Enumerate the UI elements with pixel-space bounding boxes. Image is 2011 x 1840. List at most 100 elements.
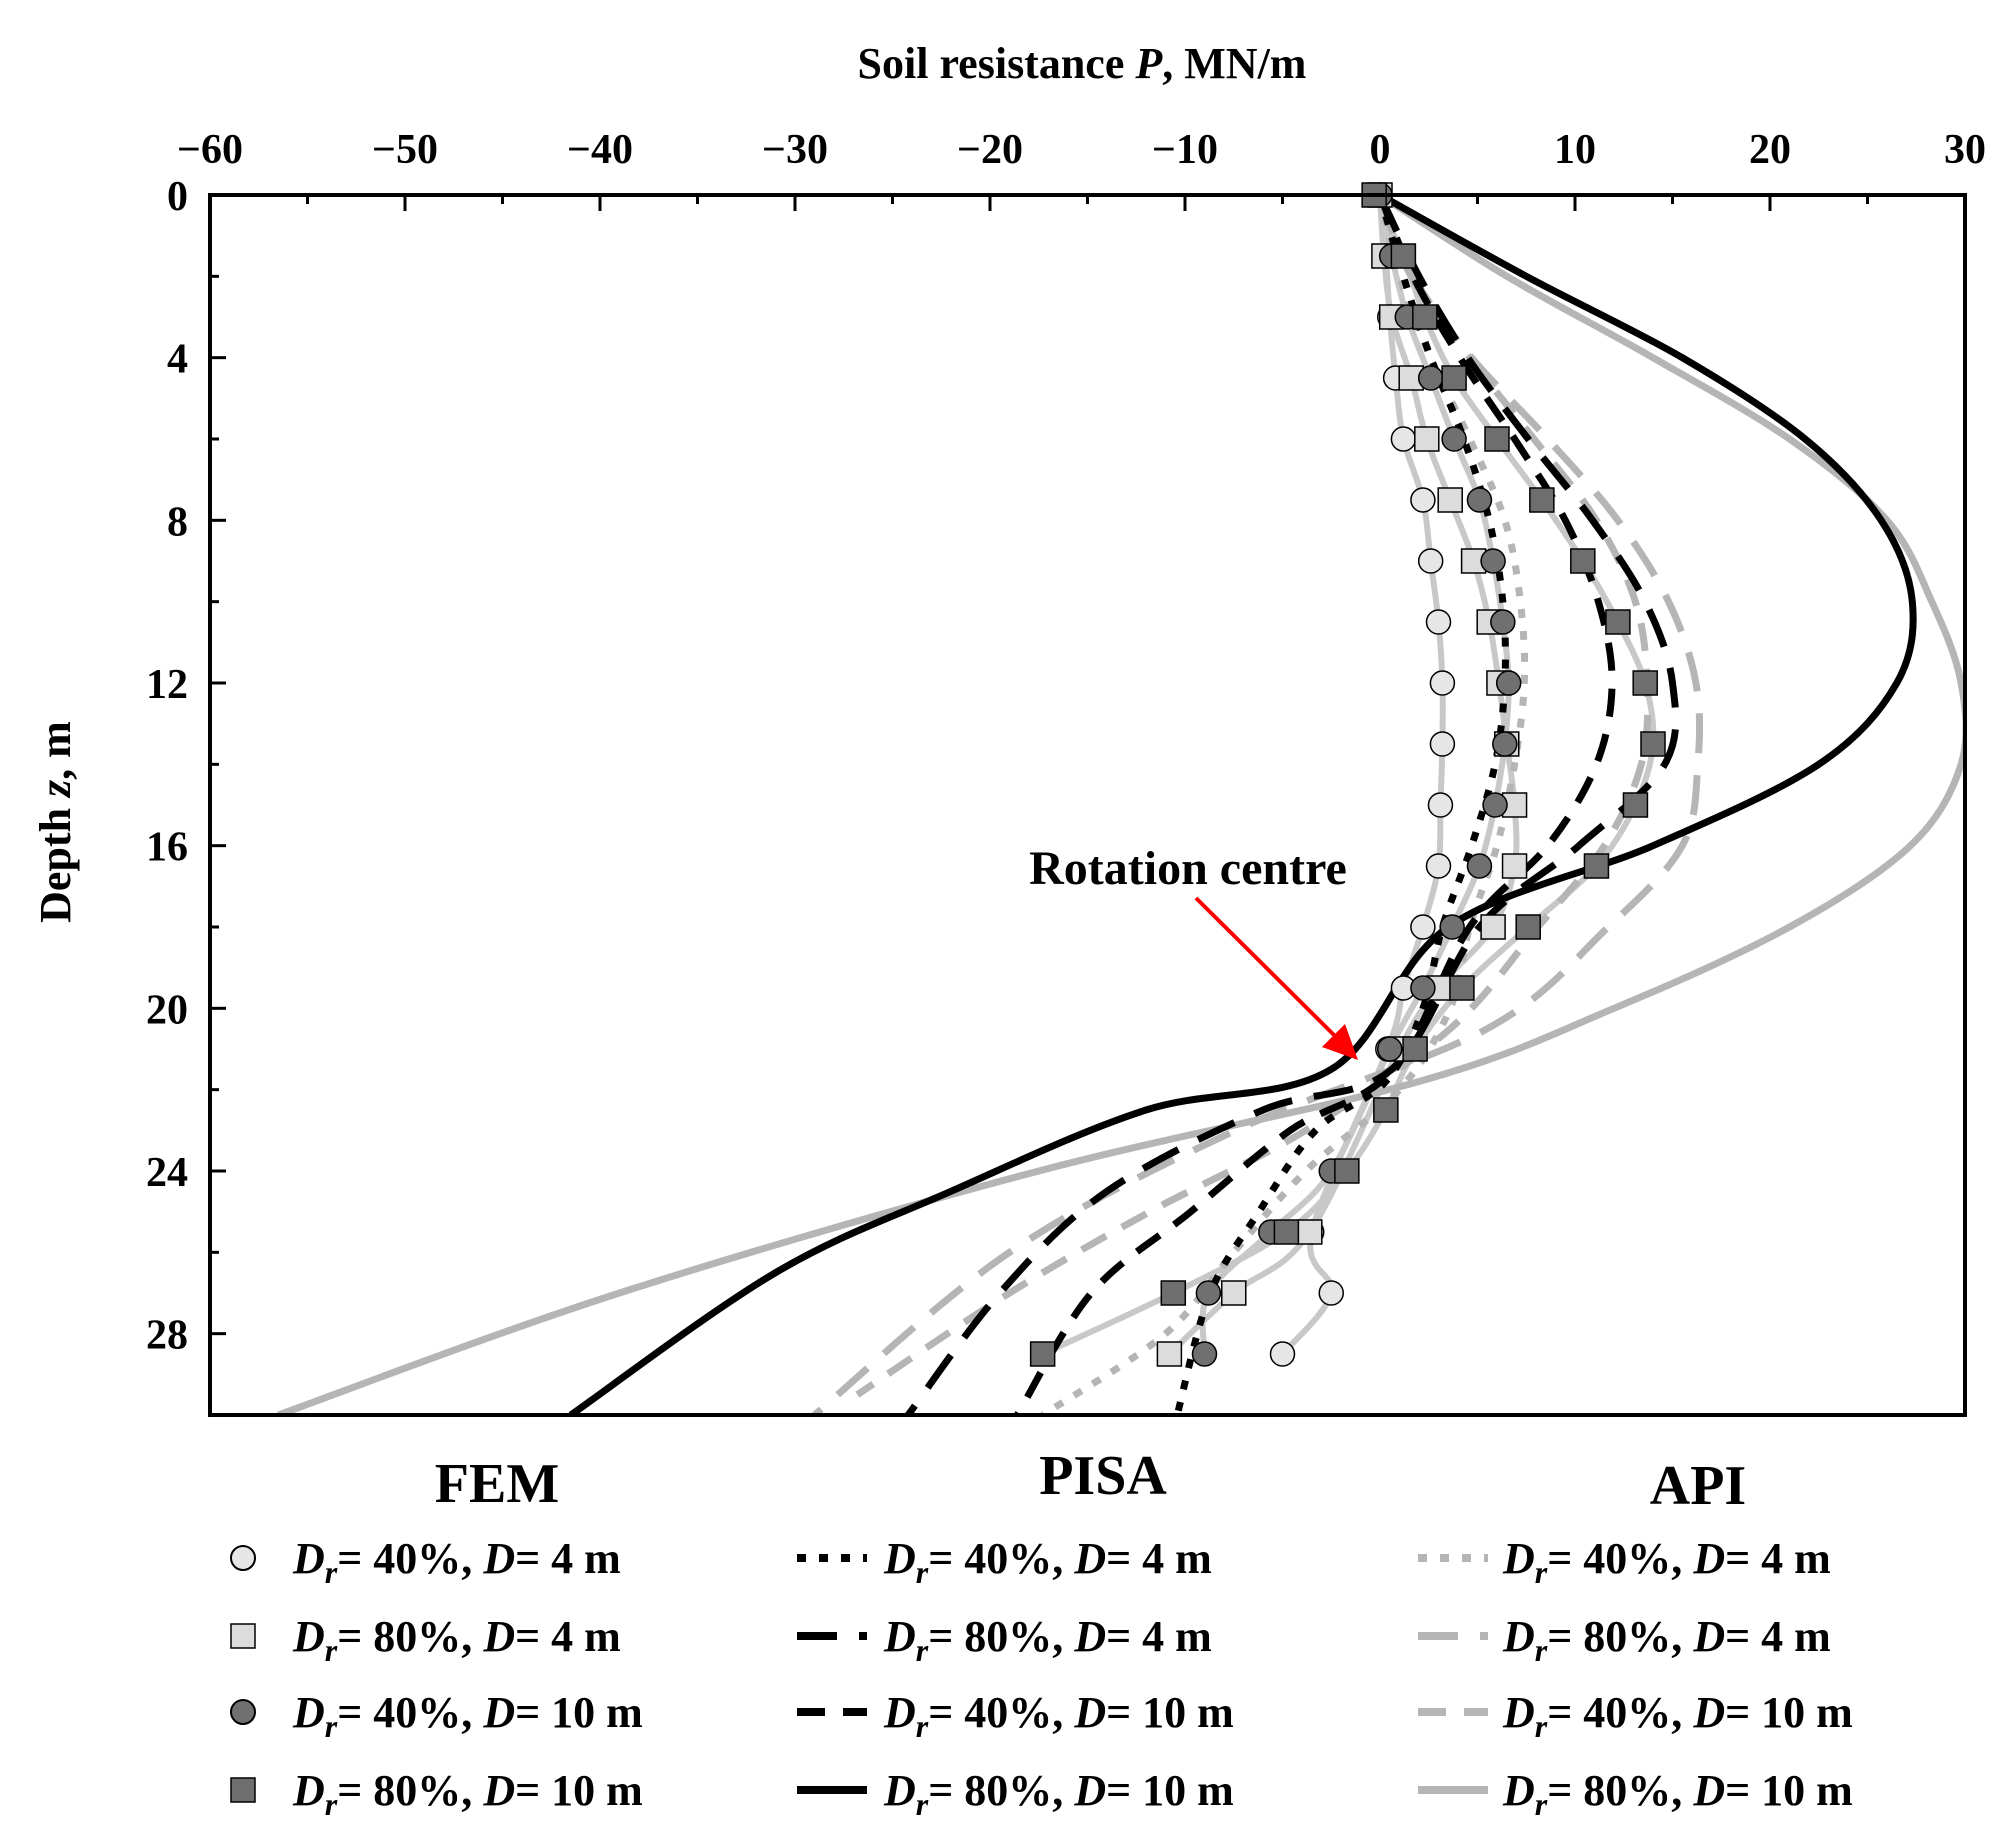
legend: Dr= 40%, D= 4 m Dr= 80%, D= 4 m Dr= 40%, D…	[230, 1534, 1853, 1822]
fem-point	[1390, 243, 1417, 269]
fem-point	[1412, 304, 1438, 330]
fem-point	[1417, 548, 1444, 574]
x-tick-label: 20	[1749, 127, 1791, 173]
fem-point	[1501, 792, 1528, 818]
fem-markers	[1029, 182, 1666, 1367]
fem-point	[1414, 426, 1440, 452]
fem-point	[1490, 609, 1516, 635]
fem-point	[1410, 975, 1436, 1001]
x-axis-title-pre: Soil resistance	[858, 39, 1136, 88]
fem-point	[1640, 731, 1666, 757]
axis-ticks: −60 −50 −40 −30 −20 −10 0 10 20 30 0 4 8 12 16 20 24 28	[146, 127, 1986, 1359]
pisa-line	[1014, 195, 1616, 1415]
fem-point	[1402, 1036, 1428, 1062]
y-axis-title-post: , m	[31, 721, 80, 780]
y-axis-title-pre: Depth	[31, 797, 80, 923]
y-tick-label: 0	[167, 174, 188, 220]
y-axis-title: Depth z, m	[31, 721, 80, 923]
fem-point	[1390, 426, 1417, 452]
legend-label-fem: Dr= 40%, D= 4 m	[292, 1534, 621, 1590]
legend-label-fem: Dr= 80%, D= 10 m	[292, 1766, 643, 1822]
y-tick-label: 24	[146, 1150, 188, 1196]
x-tick-label: 0	[1370, 127, 1391, 173]
y-axis-title-var: z	[31, 780, 80, 799]
y-tick-label: 12	[146, 662, 188, 708]
model-lines	[277, 195, 1965, 1415]
api-line	[277, 195, 1965, 1415]
fem-point	[1583, 853, 1610, 879]
fem-point	[1605, 609, 1631, 635]
y-tick-label: 28	[146, 1313, 188, 1359]
y-tick-label: 20	[146, 987, 188, 1033]
fem-point	[1427, 792, 1454, 818]
x-axis-title-var: P	[1134, 39, 1163, 88]
fem-point	[1029, 1341, 1056, 1367]
legend-title-api: API	[1650, 1455, 1746, 1517]
fem-point	[1318, 1280, 1344, 1306]
legend-label-api: Dr= 40%, D= 4 m	[1502, 1534, 1831, 1590]
fem-point	[1410, 914, 1436, 940]
rotation-centre-arrow	[1194, 896, 1337, 1038]
y-tick-label: 8	[167, 499, 188, 545]
fem-point	[1632, 670, 1658, 696]
fem-point	[1529, 487, 1555, 513]
fem-point	[1501, 853, 1528, 879]
fem-point	[1480, 548, 1506, 574]
fem-point	[1425, 609, 1452, 635]
fem-point	[1191, 1341, 1218, 1367]
legend-label-fem: Dr= 80%, D= 4 m	[292, 1612, 621, 1668]
fem-point	[1429, 670, 1456, 696]
x-axis-title: Soil resistance P, MN/m	[858, 39, 1307, 88]
fem-point	[1373, 1097, 1399, 1123]
fem-point	[1377, 1036, 1403, 1062]
fem-point	[1441, 365, 1467, 391]
legend-title-fem: FEM	[435, 1453, 559, 1515]
x-tick-label: −40	[567, 127, 633, 173]
x-tick-label: −20	[957, 127, 1023, 173]
x-tick-label: −10	[1152, 127, 1218, 173]
fem-point	[1429, 731, 1456, 757]
pisa-line	[568, 195, 1917, 1415]
fem-point	[1410, 487, 1436, 513]
api-line	[812, 195, 1704, 1415]
x-tick-label: −30	[762, 127, 828, 173]
fem-point	[1297, 1219, 1323, 1245]
legend-label-pisa: Dr= 80%, D= 4 m	[883, 1612, 1212, 1668]
fem-point	[1466, 853, 1493, 879]
fem-point	[1273, 1219, 1300, 1245]
rotation-centre-arrowhead	[1322, 1024, 1358, 1060]
x-axis-title-post: , MN/m	[1162, 39, 1306, 88]
fem-point	[1156, 1341, 1183, 1367]
legend-marker	[230, 1699, 256, 1725]
x-tick-label: −60	[177, 127, 243, 173]
rotation-centre-label: Rotation centre	[1029, 842, 1347, 895]
fem-point	[1492, 731, 1518, 757]
legend-label-api: Dr= 80%, D= 4 m	[1502, 1612, 1831, 1668]
fem-point	[1622, 792, 1649, 818]
fem-point	[1466, 487, 1493, 513]
plot-frame	[208, 193, 1967, 1417]
legend-label-pisa: Dr= 40%, D= 4 m	[883, 1534, 1212, 1590]
y-tick-label: 16	[146, 825, 188, 871]
y-tick-label: 4	[167, 337, 188, 383]
fem-point	[1441, 426, 1467, 452]
legend-label-pisa: Dr= 40%, D= 10 m	[883, 1688, 1234, 1744]
pisa-line	[905, 195, 1680, 1415]
fem-point	[1334, 1158, 1360, 1184]
fem-point	[1484, 426, 1510, 452]
fem-point	[1160, 1280, 1187, 1306]
fem-point	[1480, 914, 1506, 940]
fem-point	[1482, 792, 1508, 818]
legend-marker	[230, 1623, 256, 1649]
fem-point	[1495, 670, 1522, 696]
fem-point	[1570, 548, 1596, 574]
fem-point	[1439, 914, 1465, 940]
legend-label-api: Dr= 40%, D= 10 m	[1502, 1688, 1853, 1744]
legend-title-pisa: PISA	[1039, 1445, 1167, 1507]
pisa-line	[1173, 195, 1509, 1415]
x-tick-label: 30	[1944, 127, 1986, 173]
fem-point	[1221, 1280, 1247, 1306]
fem-point	[1398, 365, 1424, 391]
fem-point	[1425, 853, 1452, 879]
